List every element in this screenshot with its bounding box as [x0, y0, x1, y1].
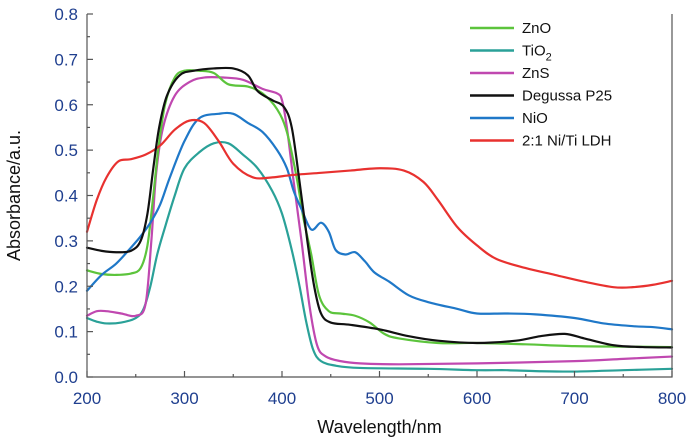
y-tick-label: 0.4	[54, 187, 78, 206]
y-tick-label: 0.0	[54, 368, 78, 387]
y-tick-labels: 0.0 0.1 0.2 0.3 0.4 0.5 0.6 0.7 0.8	[54, 5, 78, 387]
y-axis-title: Absorbance/a.u.	[4, 130, 24, 261]
y-tick-label: 0.7	[54, 50, 78, 69]
legend-label-subscript: 2	[546, 52, 552, 64]
legend-label: TiO2	[522, 43, 552, 64]
legend-label: ZnO	[522, 20, 551, 37]
x-tick-label: 200	[73, 389, 101, 408]
x-axis-title: Wavelength/nm	[317, 417, 441, 437]
legend-item-zno: ZnO	[470, 20, 551, 37]
legend-label-main: Degussa P25	[522, 88, 612, 105]
legend-item-degussa-p25: Degussa P25	[470, 88, 612, 105]
plot-area	[85, 13, 674, 378]
series-layer	[85, 66, 674, 373]
legend-label: 2:1 Ni/Ti LDH	[522, 133, 611, 150]
legend-label-main: ZnS	[522, 65, 550, 82]
legend-label: ZnS	[522, 65, 550, 82]
x-tick-labels: 200 300 400 500 600 700 800	[73, 389, 686, 408]
y-tick-label: 0.1	[54, 323, 78, 342]
series-line-2-1-ni-ti-ldh	[85, 118, 674, 289]
legend-label: NiO	[522, 110, 548, 127]
y-tick-label: 0.8	[54, 5, 78, 24]
legend-label: Degussa P25	[522, 88, 612, 105]
series-line-zns	[85, 75, 674, 366]
legend-label-main: ZnO	[522, 20, 551, 37]
x-tick-label: 500	[365, 389, 393, 408]
x-tick-label: 800	[658, 389, 686, 408]
series-line-degussa-p25	[85, 66, 674, 349]
legend-item-tio2: TiO2	[470, 43, 552, 64]
series-line-nio	[85, 111, 674, 331]
x-tick-label: 300	[170, 389, 198, 408]
legend-label-main: 2:1 Ni/Ti LDH	[522, 133, 611, 150]
x-tick-label: 600	[463, 389, 491, 408]
y-tick-label: 0.5	[54, 141, 78, 160]
legend-item-zns: ZnS	[470, 65, 550, 82]
x-tick-label: 700	[560, 389, 588, 408]
legend-label-main: TiO	[522, 43, 546, 60]
y-tick-label: 0.6	[54, 96, 78, 115]
legend-item-nio: NiO	[470, 110, 548, 127]
y-tick-label: 0.2	[54, 277, 78, 296]
legend-label-main: NiO	[522, 110, 548, 127]
y-tick-label: 0.3	[54, 232, 78, 251]
legend-item-2-1-ni-ti-ldh: 2:1 Ni/Ti LDH	[470, 133, 611, 150]
ticks-layer	[86, 13, 673, 378]
x-tick-label: 400	[268, 389, 296, 408]
